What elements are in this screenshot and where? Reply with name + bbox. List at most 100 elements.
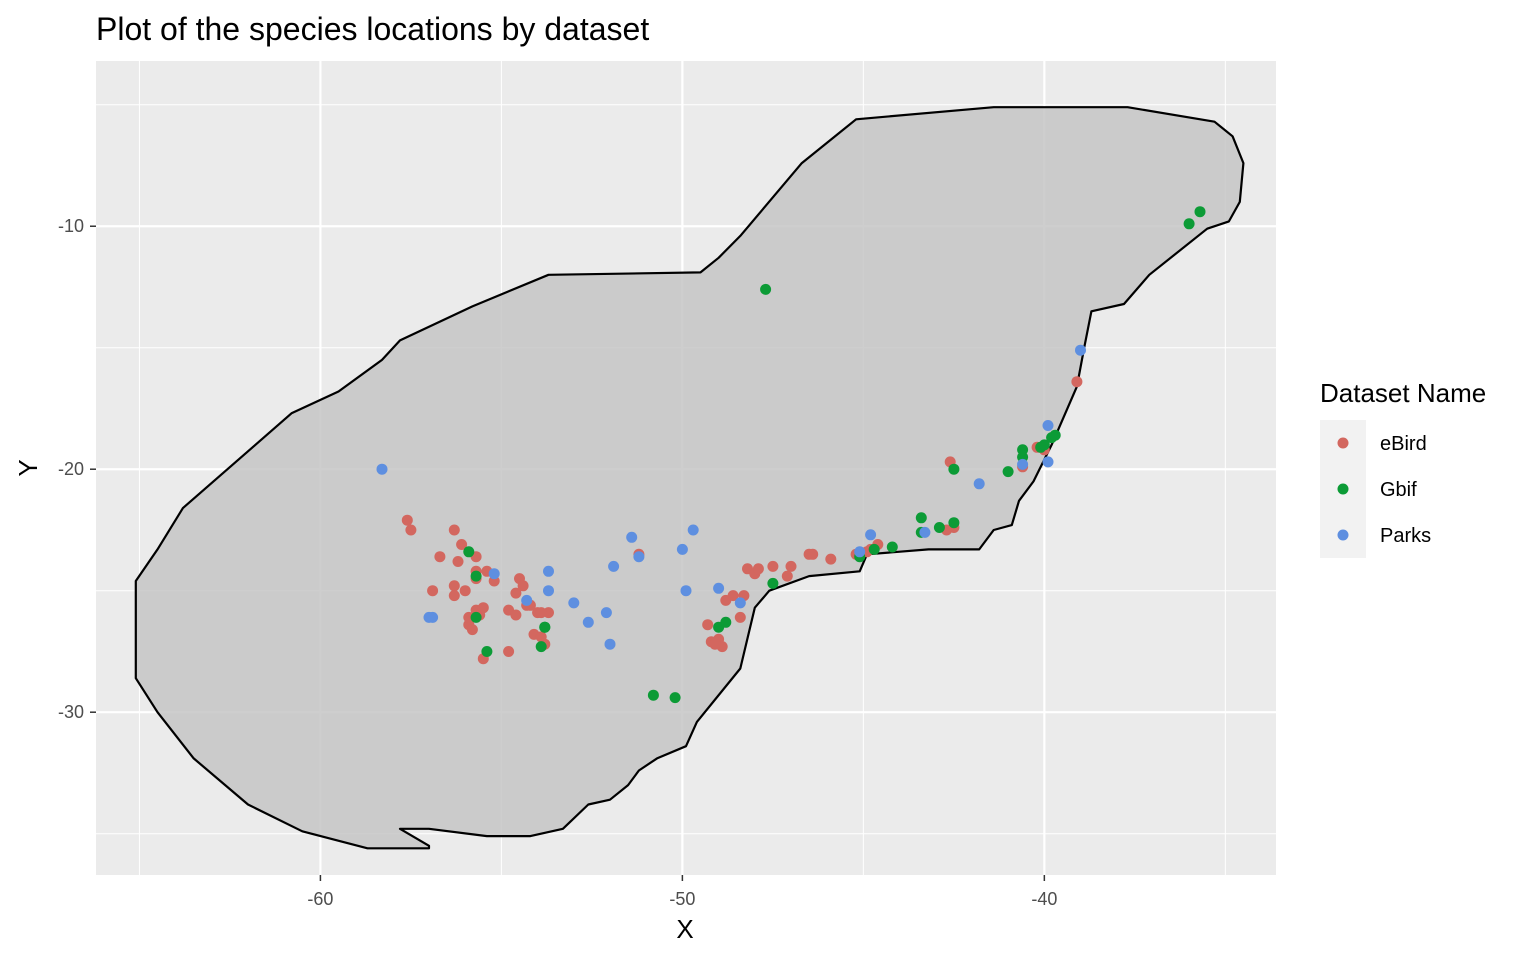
point-gbif <box>1038 439 1050 451</box>
legend-key-parks <box>1337 529 1349 541</box>
point-parks <box>687 524 699 536</box>
y-tick-label: -20 <box>58 459 84 479</box>
legend-key-gbif <box>1337 483 1349 495</box>
point-ebird <box>781 570 793 582</box>
point-gbif <box>760 283 772 295</box>
point-ebird <box>452 556 464 567</box>
point-ebird <box>503 646 515 657</box>
point-parks <box>568 597 580 609</box>
point-gbif <box>915 512 927 524</box>
point-ebird <box>448 580 460 592</box>
point-gbif <box>535 641 547 653</box>
point-gbif <box>886 541 898 553</box>
point-ebird <box>767 560 779 572</box>
point-ebird <box>535 631 547 643</box>
point-parks <box>919 526 931 538</box>
point-ebird <box>405 524 417 536</box>
point-parks <box>1042 420 1054 431</box>
point-parks <box>604 638 616 650</box>
point-gbif <box>1002 466 1014 478</box>
point-gbif <box>647 689 659 701</box>
point-ebird <box>434 551 446 563</box>
point-gbif <box>1183 218 1195 230</box>
legend-title: Dataset Name <box>1320 378 1486 408</box>
point-ebird <box>535 607 547 619</box>
legend-label-parks: Parks <box>1380 525 1431 547</box>
point-gbif <box>669 692 681 704</box>
x-axis-ticks: -60 -50 -40 <box>307 875 1057 909</box>
point-parks <box>676 543 688 555</box>
point-parks <box>1075 344 1086 356</box>
point-ebird <box>448 590 460 602</box>
point-ebird <box>727 590 739 602</box>
point-parks <box>633 551 645 563</box>
point-gbif <box>767 577 779 589</box>
point-gbif <box>1049 429 1061 441</box>
region-polygon <box>134 106 1245 850</box>
y-tick-label: -30 <box>58 702 84 722</box>
point-ebird <box>702 619 714 631</box>
y-axis-title: Y <box>13 459 43 476</box>
point-ebird <box>807 548 819 560</box>
point-ebird <box>752 563 764 575</box>
point-parks <box>734 597 746 609</box>
point-ebird <box>456 539 468 550</box>
point-parks <box>600 607 612 619</box>
region-outline <box>134 106 1245 850</box>
point-parks <box>1042 456 1054 468</box>
point-gbif <box>933 522 945 533</box>
point-gbif <box>868 543 880 555</box>
point-ebird <box>517 580 529 592</box>
point-parks <box>543 585 554 597</box>
data-points <box>376 206 1206 704</box>
point-parks <box>521 594 533 606</box>
x-tick-label: -50 <box>669 889 695 909</box>
point-ebird <box>466 624 478 636</box>
legend-label-ebird: eBird <box>1380 433 1427 455</box>
point-gbif <box>463 546 475 558</box>
point-gbif <box>720 616 732 628</box>
x-tick-label: -60 <box>307 889 333 909</box>
point-gbif <box>948 463 960 475</box>
point-parks <box>582 616 594 628</box>
point-parks <box>543 565 554 577</box>
point-parks <box>973 478 985 490</box>
point-ebird <box>709 638 721 650</box>
point-gbif <box>481 646 493 657</box>
point-gbif <box>948 517 960 529</box>
point-ebird <box>785 560 797 572</box>
point-ebird <box>448 524 460 536</box>
y-axis-ticks: -10 -20 -30 <box>58 216 96 722</box>
point-gbif <box>539 621 551 633</box>
point-ebird <box>477 602 489 614</box>
point-gbif <box>470 611 482 623</box>
point-parks <box>608 560 620 572</box>
x-tick-label: -40 <box>1031 889 1057 909</box>
y-tick-label: -10 <box>58 216 84 236</box>
point-gbif <box>470 570 482 582</box>
x-axis-title: X <box>676 914 693 944</box>
point-parks <box>427 611 439 623</box>
point-ebird <box>427 585 439 597</box>
point-parks <box>1017 458 1029 470</box>
chart-title: Plot of the species locations by dataset <box>96 11 649 47</box>
legend-label-gbif: Gbif <box>1380 479 1417 501</box>
point-ebird <box>459 585 471 597</box>
point-parks <box>626 531 638 543</box>
point-ebird <box>734 611 746 623</box>
point-parks <box>865 529 877 541</box>
point-ebird <box>510 609 522 621</box>
legend-key-ebird <box>1337 437 1349 449</box>
point-ebird <box>825 553 837 565</box>
point-parks <box>854 546 866 558</box>
point-parks <box>488 568 500 580</box>
point-parks <box>680 585 692 597</box>
point-parks <box>713 582 725 594</box>
point-ebird <box>510 587 522 599</box>
point-ebird <box>401 514 413 526</box>
legend: Dataset Name eBird Gbif Parks <box>1320 378 1486 558</box>
point-gbif <box>1194 206 1206 218</box>
point-parks <box>376 463 388 475</box>
point-ebird <box>1071 376 1083 388</box>
